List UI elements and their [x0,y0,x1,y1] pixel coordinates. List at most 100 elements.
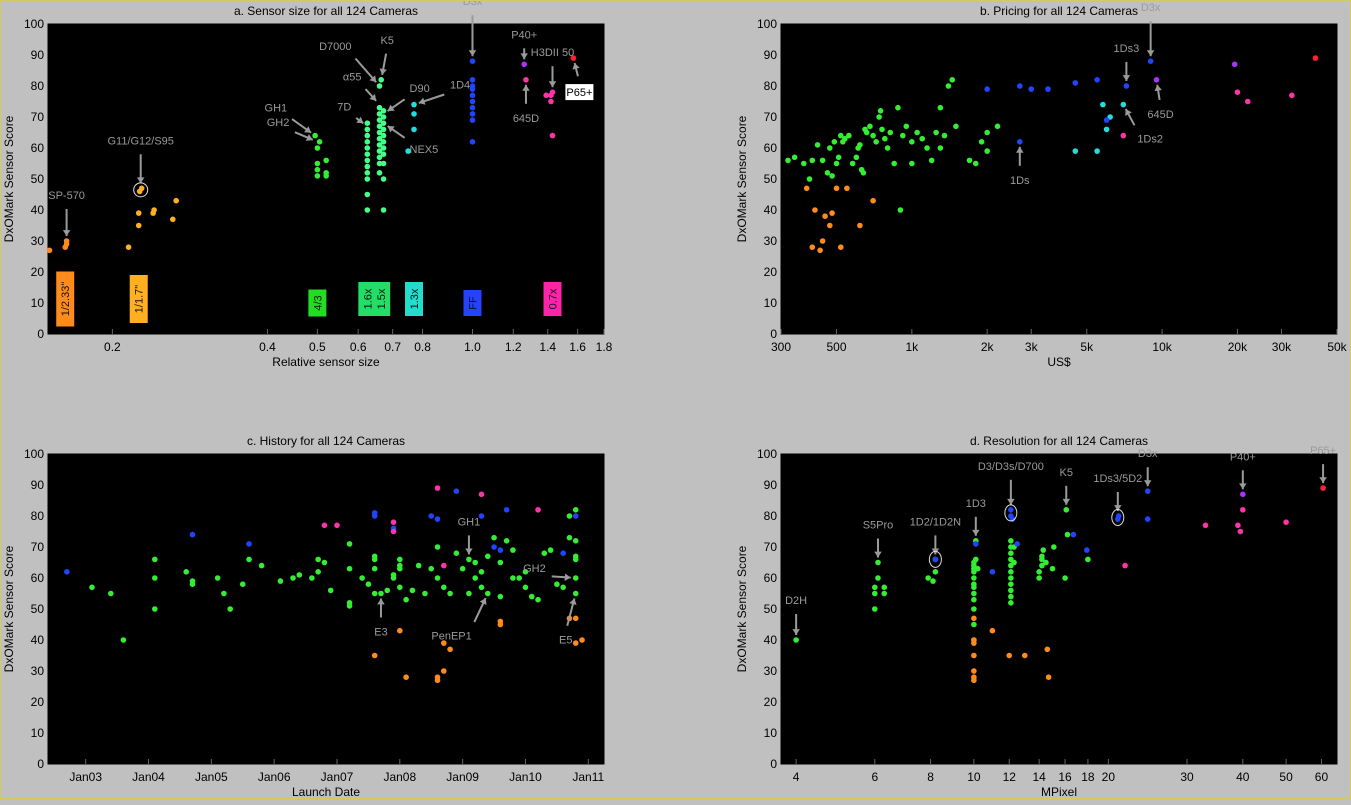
data-point-green [258,562,265,569]
data-point-blue [1070,531,1077,538]
annotation-arrowhead [1062,498,1071,505]
annotation-arrowhead [369,93,377,101]
annotation-arrowhead [379,68,387,75]
data-point-lightgreen [380,151,387,157]
data-point-green [971,581,977,587]
data-point-green [227,606,233,612]
data-point-green [1011,559,1017,566]
annotation-label: 645D [1147,109,1173,121]
data-point-blue [1072,80,1079,86]
data-point-green [971,596,977,603]
x-tick-label: 2k [981,340,995,354]
data-point-orange [1044,646,1051,653]
annotation-label: GH1 [458,516,481,528]
data-point-green [833,160,840,167]
x-tick-label: 30k [1272,340,1292,354]
x-axis-label: Launch Date [292,785,360,799]
y-tick-label: 10 [764,726,778,740]
data-point-blue [469,111,476,117]
chart-panel-3: c. History for all 124 Cameras Launch Dat… [2,434,605,799]
data-point-green [971,575,977,581]
data-point-orange [989,627,996,634]
x-tick-label: 3k [1025,340,1039,354]
data-point-green [909,139,915,145]
data-point-green [315,569,321,575]
x-tick-label: Jan09 [446,770,479,784]
data-point-green [183,569,190,575]
x-tick-label: 1.6 [569,340,586,354]
data-point-green [881,590,888,597]
chart-title: c. History for all 124 Cameras [247,434,405,448]
sensor-format-box-0-7x [543,282,562,316]
x-tick-label: 18 [1081,770,1095,784]
data-point-cyan [405,148,411,154]
data-point-green [453,550,460,556]
data-point-green [371,590,378,597]
data-point-green [152,575,158,581]
x-tick-label: 60 [1315,770,1329,784]
x-tick-label: 50 [1279,770,1293,784]
y-tick-label: 20 [764,695,778,709]
annotation-arrowhead [479,598,487,605]
data-point-green [239,581,246,587]
data-point-green [871,584,878,591]
data-point-lightgreen [380,145,387,151]
y-tick-label: 20 [764,265,778,279]
x-tick-label: 5k [1080,340,1094,354]
chart-panel-2: b. Pricing for all 124 Cameras US$ DxOMark… [735,2,1348,369]
y-tick-label: 20 [31,695,45,709]
annotation-label: NEX5 [410,144,439,156]
data-point-green [572,553,579,560]
data-point-green [860,170,867,176]
data-point-orange [817,247,823,254]
y-tick-label: 40 [31,633,45,647]
data-point-magenta [321,522,328,529]
data-point-green [503,538,510,544]
data-point-lightgreen [376,123,383,130]
y-tick-label: 10 [31,726,45,740]
data-point-orange [971,668,977,674]
x-tick-label: 10 [967,770,981,784]
annotation-arrowhead [418,97,426,105]
data-point-green [108,590,114,597]
data-point-blue [572,513,579,519]
sensor-format-box-4-3 [308,289,327,317]
data-point-lightgreen [364,163,371,170]
annotation-label: 7D [337,101,351,113]
sensor-format-label: 4/3 [312,295,324,310]
data-point-cyan [1120,101,1127,108]
data-point-violet [1240,491,1246,498]
data-point-green [971,606,977,612]
y-tick-label: 40 [764,633,778,647]
x-tick-label: Jan06 [258,770,291,784]
data-point-orange [837,244,844,250]
x-tick-label: Jan08 [383,770,416,784]
data-point-green [1039,562,1045,569]
x-tick-label: 40 [1236,770,1250,784]
data-point-green [309,575,315,581]
data-point-orange [803,185,810,192]
data-point-yellow [138,185,145,192]
data-point-green [321,559,328,566]
data-point-green [371,556,378,563]
x-tick-label: 0.6 [350,340,367,354]
data-point-lightgreen [376,170,383,176]
data-point-green [1008,600,1014,606]
data-point-green [937,145,944,151]
annotation-label: P40+ [511,29,537,41]
highlight-ring [133,182,149,198]
data-point-blue [560,550,566,556]
annotation-arrowhead [1007,498,1015,505]
data-point-green [152,556,158,563]
annotation-arrowhead [356,116,364,124]
data-point-orange [440,668,447,674]
sensor-format-label: 1.3x [409,288,421,309]
y-tick-label: 80 [764,79,778,93]
data-point-green [497,559,504,566]
annotation-label: SP-570 [48,190,85,202]
data-point-lightgreen [380,139,387,145]
data-point-green [971,621,977,628]
data-point-green [472,559,479,566]
y-tick-label: 100 [757,17,777,31]
x-tick-label: 500 [827,340,847,354]
